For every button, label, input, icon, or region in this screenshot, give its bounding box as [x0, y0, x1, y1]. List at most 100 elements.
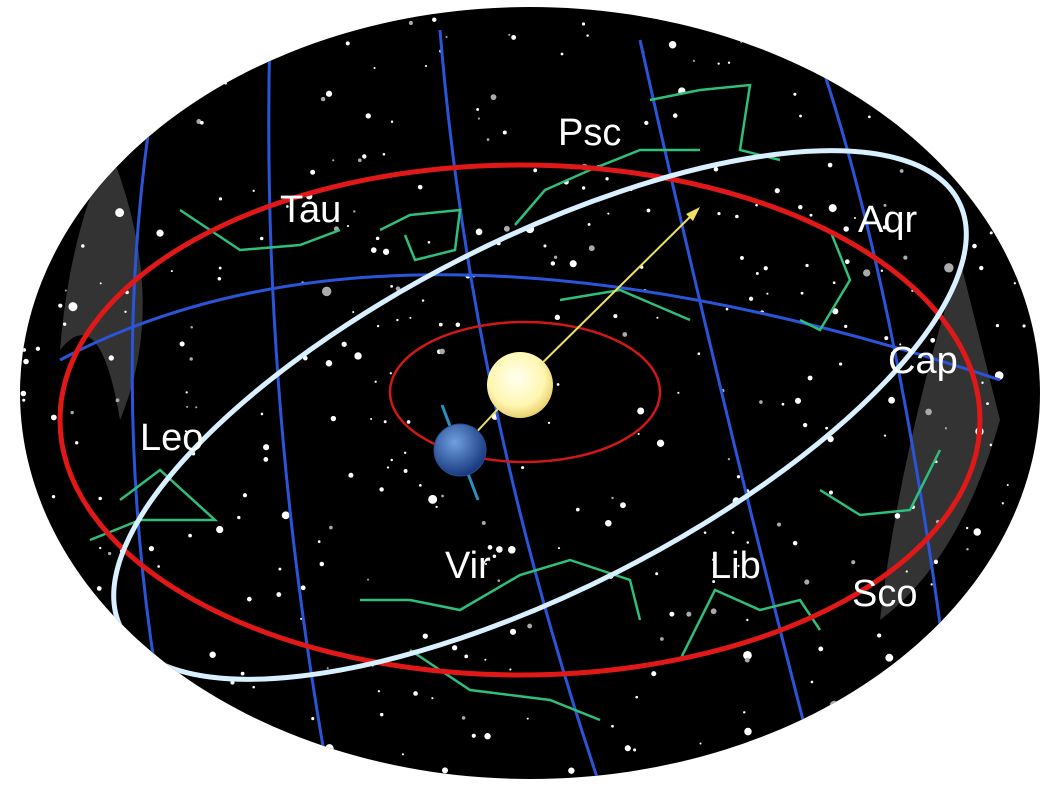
star: [1013, 282, 1016, 285]
star: [159, 86, 164, 92]
star: [188, 533, 192, 538]
star: [655, 572, 659, 576]
meridian: [130, 119, 162, 701]
star: [884, 336, 889, 341]
star: [605, 177, 609, 181]
star: [124, 310, 127, 313]
milky-way: [880, 260, 1000, 620]
star: [99, 282, 102, 285]
star: [803, 422, 808, 428]
star: [374, 380, 377, 383]
star: [330, 415, 337, 422]
star: [487, 545, 493, 550]
star: [699, 742, 702, 745]
star: [115, 208, 125, 218]
star: [798, 204, 803, 210]
star: [109, 735, 117, 743]
star: [611, 496, 614, 500]
star: [365, 113, 371, 119]
star: [101, 763, 107, 770]
earth: [433, 423, 487, 477]
star: [85, 121, 93, 129]
star: [973, 528, 981, 536]
star: [620, 502, 626, 509]
star: [99, 546, 102, 550]
star: [833, 716, 840, 723]
star: [117, 651, 120, 654]
star: [492, 554, 497, 559]
star: [300, 585, 306, 591]
star: [108, 729, 115, 735]
star: [362, 154, 367, 159]
ecliptic-ring: [57, 162, 983, 678]
star: [712, 558, 715, 562]
star: [717, 62, 720, 65]
star: [383, 12, 389, 19]
star: [912, 133, 917, 137]
star: [740, 40, 743, 43]
star: [903, 255, 908, 260]
star: [310, 169, 316, 175]
star: [656, 439, 665, 447]
star: [725, 307, 729, 311]
star: [550, 261, 556, 266]
star: [431, 697, 434, 700]
star: [981, 381, 984, 384]
star: [905, 570, 908, 573]
star: [55, 588, 59, 593]
star: [1030, 650, 1033, 653]
star: [633, 748, 637, 752]
star: [427, 240, 431, 244]
star: [439, 348, 445, 355]
star: [367, 578, 370, 581]
star: [368, 772, 375, 779]
star: [587, 222, 591, 226]
star: [622, 332, 628, 337]
star: [613, 314, 618, 319]
star: [321, 286, 332, 297]
star: [195, 406, 198, 409]
star: [964, 62, 969, 67]
star: [348, 472, 354, 478]
star: [605, 519, 612, 527]
star: [832, 308, 839, 315]
star: [199, 120, 204, 125]
star: [58, 156, 62, 159]
star: [441, 767, 449, 774]
star: [759, 400, 763, 404]
star: [58, 303, 63, 308]
star: [807, 375, 813, 381]
star: [311, 717, 315, 721]
star: [319, 561, 325, 567]
star: [390, 120, 394, 123]
star: [408, 20, 413, 26]
star: [185, 744, 189, 748]
constellation-line: [89, 468, 219, 542]
meridian: [59, 273, 1001, 382]
star: [971, 42, 979, 50]
star: [310, 751, 318, 758]
constellation-line: [559, 288, 691, 322]
star: [890, 755, 894, 759]
star: [986, 402, 989, 406]
star: [22, 348, 26, 352]
star: [800, 291, 804, 295]
star: [30, 592, 35, 598]
star: [930, 583, 933, 586]
star: [409, 316, 412, 319]
star: [461, 716, 466, 720]
star: [899, 343, 902, 346]
star: [511, 34, 517, 40]
star: [851, 15, 854, 19]
star: [421, 10, 425, 14]
star: [764, 25, 772, 34]
star: [979, 673, 983, 677]
star: [942, 730, 950, 738]
star: [320, 30, 324, 34]
star: [794, 397, 802, 404]
star: [669, 611, 675, 617]
star: [230, 680, 235, 685]
star: [930, 337, 936, 343]
star: [75, 441, 79, 445]
star: [543, 244, 547, 248]
